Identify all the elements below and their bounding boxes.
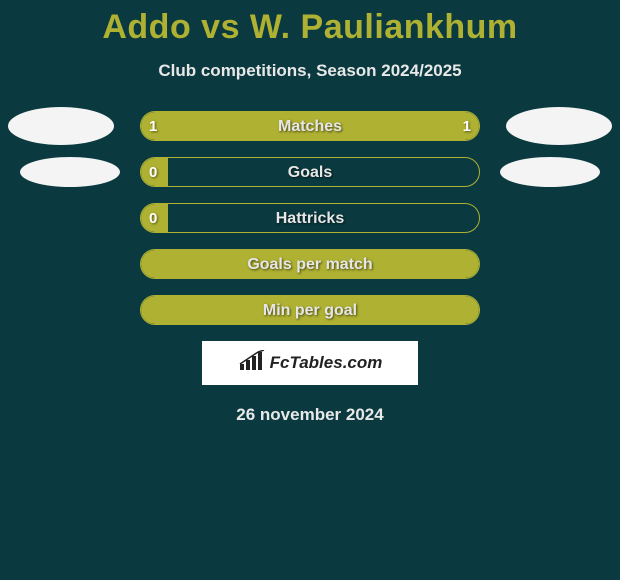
- stat-value-left: 1: [149, 112, 157, 141]
- snapshot-date: 26 november 2024: [0, 405, 620, 425]
- stat-row: Goals per match: [0, 249, 620, 279]
- stats-rows: 11Matches0Goals0HattricksGoals per match…: [0, 111, 620, 325]
- stat-bar-track: 11Matches: [140, 111, 480, 141]
- stat-bar-track: Min per goal: [140, 295, 480, 325]
- stat-bar-right: [310, 112, 479, 140]
- stat-value-right: 1: [463, 112, 471, 141]
- stat-row: 11Matches: [0, 111, 620, 141]
- stat-bar-fill: [141, 296, 479, 324]
- player-right-avatar: [500, 157, 600, 187]
- player-left-avatar: [20, 157, 120, 187]
- stat-row: 0Hattricks: [0, 203, 620, 233]
- stat-bar-track: 0Hattricks: [140, 203, 480, 233]
- chart-bars-icon: [238, 350, 266, 377]
- stat-bar-track: 0Goals: [140, 157, 480, 187]
- stat-value-left: 0: [149, 158, 157, 187]
- stat-label: Goals: [141, 158, 479, 187]
- logo-box: FcTables.com: [202, 341, 418, 385]
- stat-label: Hattricks: [141, 204, 479, 233]
- logo-text: FcTables.com: [270, 353, 383, 373]
- stat-bar-track: Goals per match: [140, 249, 480, 279]
- stat-row: 0Goals: [0, 157, 620, 187]
- stat-bar-left: [141, 112, 310, 140]
- comparison-title: Addo vs W. Pauliankhum: [0, 0, 620, 47]
- player-right-avatar: [506, 107, 612, 145]
- stat-value-left: 0: [149, 204, 157, 233]
- player-left-avatar: [8, 107, 114, 145]
- stat-row: Min per goal: [0, 295, 620, 325]
- comparison-subtitle: Club competitions, Season 2024/2025: [0, 61, 620, 81]
- stat-bar-fill: [141, 250, 479, 278]
